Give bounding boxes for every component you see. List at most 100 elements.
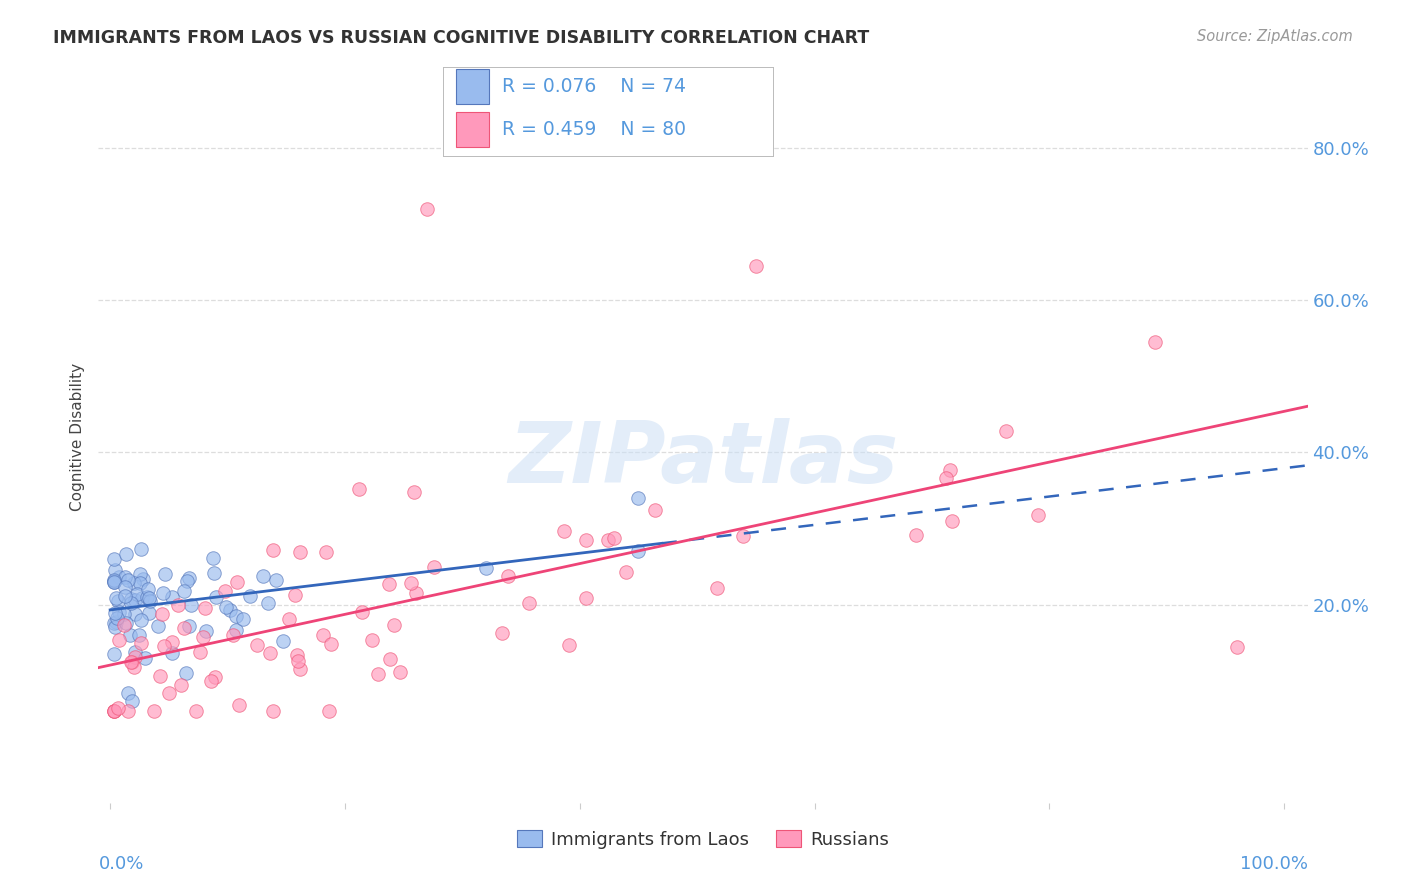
Point: [312, 628, 335, 642]
Point: [285, 648, 308, 662]
Point: [191, 630, 214, 644]
Point: [128, 576, 150, 591]
Point: [107, 594, 129, 608]
Point: [129, 542, 152, 557]
Point: [315, 545, 337, 559]
Point: [318, 705, 340, 719]
Point: [117, 705, 139, 719]
Point: [616, 565, 638, 579]
Point: [114, 570, 136, 584]
Point: [103, 620, 125, 634]
Point: [124, 592, 146, 607]
Point: [108, 605, 131, 619]
Point: [142, 704, 165, 718]
Point: [125, 587, 148, 601]
Point: [204, 591, 226, 605]
Point: [138, 607, 160, 621]
Point: [160, 635, 183, 649]
Point: [239, 589, 262, 603]
Text: Source: ZipAtlas.com: Source: ZipAtlas.com: [1197, 29, 1353, 44]
Point: [115, 547, 138, 561]
Point: [104, 563, 127, 577]
Point: [498, 569, 520, 583]
Point: [103, 573, 125, 587]
Point: [114, 617, 136, 632]
Point: [1143, 334, 1166, 349]
Point: [598, 533, 620, 547]
Bar: [456, 112, 489, 147]
Point: [105, 610, 128, 624]
Point: [939, 463, 962, 477]
Point: [162, 590, 184, 604]
Point: [382, 618, 405, 632]
Point: [284, 588, 307, 602]
Point: [264, 573, 287, 587]
Point: [153, 639, 176, 653]
Point: [402, 484, 425, 499]
Point: [103, 705, 125, 719]
Point: [129, 567, 152, 582]
Point: [252, 568, 274, 582]
Point: [553, 524, 575, 539]
Point: [262, 543, 284, 558]
Point: [104, 615, 127, 629]
Point: [170, 678, 193, 692]
Point: [367, 667, 389, 681]
Point: [129, 613, 152, 627]
Point: [602, 531, 624, 545]
Point: [290, 662, 312, 676]
Point: [134, 651, 156, 665]
Point: [135, 591, 157, 605]
Point: [104, 607, 127, 621]
Point: [202, 551, 225, 566]
Point: [139, 594, 162, 608]
Point: [204, 669, 226, 683]
Point: [214, 583, 236, 598]
Point: [149, 669, 172, 683]
Point: [120, 595, 142, 609]
Point: [159, 686, 181, 700]
Point: [128, 628, 150, 642]
Point: [225, 609, 247, 624]
Point: [271, 634, 294, 648]
Point: [103, 574, 125, 589]
Point: [120, 592, 142, 607]
Point: [114, 580, 136, 594]
Point: [202, 566, 225, 580]
Point: [160, 646, 183, 660]
Text: 100.0%: 100.0%: [1240, 855, 1308, 873]
Point: [131, 591, 153, 605]
Point: [188, 645, 211, 659]
Point: [129, 636, 152, 650]
Point: [124, 607, 146, 622]
Point: [103, 574, 125, 589]
Point: [517, 595, 540, 609]
Point: [152, 607, 174, 622]
Point: [180, 598, 202, 612]
Point: [176, 574, 198, 588]
Point: [226, 574, 249, 589]
Point: [120, 655, 142, 669]
Point: [222, 628, 245, 642]
Point: [107, 632, 129, 647]
Point: [117, 574, 139, 588]
Point: [177, 572, 200, 586]
Point: [399, 576, 422, 591]
Point: [245, 639, 267, 653]
Point: [112, 607, 135, 622]
Point: [103, 615, 125, 630]
Point: [124, 575, 146, 590]
Point: [121, 694, 143, 708]
Point: [361, 633, 384, 648]
Point: [935, 471, 957, 485]
Point: [388, 665, 411, 679]
Point: [232, 612, 254, 626]
Point: [103, 575, 125, 590]
Point: [122, 660, 145, 674]
Point: [905, 528, 928, 542]
Point: [278, 612, 301, 626]
Point: [176, 665, 198, 680]
Point: [347, 483, 370, 497]
Point: [941, 514, 963, 528]
Point: [153, 567, 176, 582]
